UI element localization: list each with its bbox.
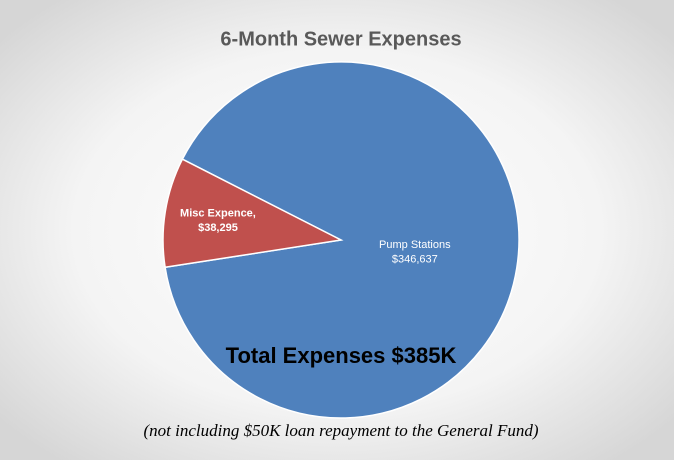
slice-value: $38,295 [198, 222, 238, 234]
slice-name: Pump Stations [379, 239, 451, 251]
footnote: (not including $50K loan repayment to th… [143, 421, 538, 440]
slice-name: Misc Expence, [180, 208, 256, 220]
total-annotation: Total Expenses $385K [226, 343, 457, 368]
data-label: Misc Expence, $38,295 [180, 208, 256, 234]
pie: Pump Stations $346,637 Misc Expence, $38,29… [162, 61, 520, 419]
slice-value: $346,637 [392, 253, 438, 265]
pie-slice [162, 158, 344, 269]
data-label: Pump Stations $346,637 [379, 239, 451, 265]
chart-title: 6-Month Sewer Expenses [220, 28, 461, 50]
